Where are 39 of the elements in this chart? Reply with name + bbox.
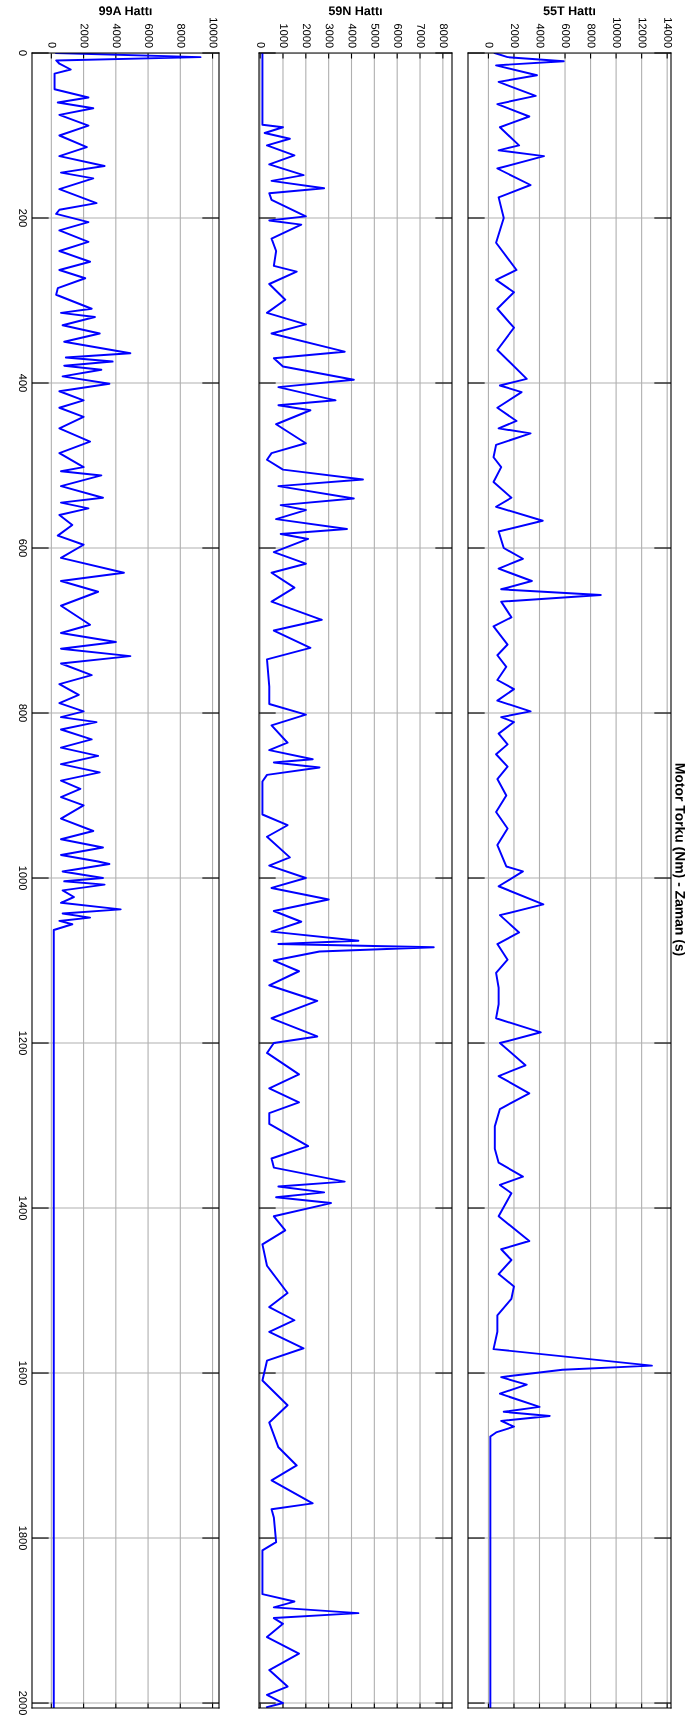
x-tick-label: 0 (257, 42, 266, 48)
y-tick-label: 1800 (18, 1526, 27, 1550)
x-tick-label: 2000 (302, 23, 311, 48)
y-tick-label: 2000 (18, 1691, 27, 1715)
x-tick-label: 4000 (348, 23, 357, 48)
y-tick-label: 1000 (18, 866, 27, 890)
x-tick-label: 3000 (325, 23, 334, 48)
x-tick-label: 12000 (638, 18, 647, 48)
x-tick-label: 2000 (510, 23, 519, 48)
x-tick-label: 14000 (664, 18, 673, 48)
x-tick-label: 8000 (587, 23, 596, 48)
x-tick-label: 7000 (417, 23, 425, 48)
x-tick-label: 8000 (439, 23, 448, 48)
x-tick-label: 6000 (562, 23, 570, 48)
x-tick-label: 4000 (112, 23, 121, 48)
y-tick-label: 1600 (18, 1361, 27, 1385)
x-tick-label: 0 (48, 42, 57, 48)
x-tick-label: 10000 (209, 18, 218, 48)
x-tick-label: 2000 (80, 23, 89, 48)
y-tick-label: 600 (18, 539, 27, 557)
y-tick-label: 1400 (18, 1196, 27, 1220)
chart-title: 99A Hattı (99, 6, 152, 16)
y-tick-label: 1200 (18, 1031, 27, 1055)
x-tick-label: 5000 (371, 23, 380, 48)
chart-title: 59N Hattı (328, 6, 382, 16)
x-tick-label: 10000 (613, 18, 621, 48)
line-series (52, 53, 202, 1708)
x-tick-label: 1000 (280, 24, 288, 48)
y-tick-label: 800 (18, 704, 27, 722)
x-tick-label: 4000 (536, 23, 545, 48)
text: Motor Torku (Nm) - Zaman (s) (672, 763, 685, 956)
x-tick-label: 6000 (394, 23, 403, 48)
x-tick-label: 8000 (177, 23, 186, 48)
x-tick-label: 6000 (145, 23, 153, 48)
y-tick-label: 0 (18, 50, 27, 56)
y-tick-label: 400 (18, 374, 27, 392)
chart-title: 55T Hattı (543, 6, 596, 16)
x-tick-label: 0 (485, 42, 494, 48)
y-tick-label: 200 (18, 209, 27, 227)
